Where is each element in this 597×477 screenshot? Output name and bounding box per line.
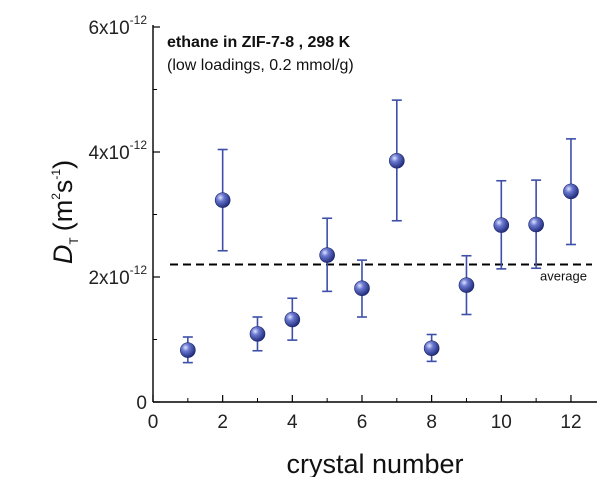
x-tick-label: 8 <box>426 412 437 433</box>
data-point <box>354 259 370 318</box>
y-axis-subscript: T <box>67 237 81 245</box>
x-tick-label: 6 <box>357 412 368 433</box>
x-axis-title: crystal number <box>286 449 463 477</box>
y-tick-label-exponent: -12 <box>130 13 148 27</box>
point-marker <box>214 192 231 208</box>
y-tick-label-exponent: -12 <box>130 138 148 152</box>
y-tick-label: 6x10-12 <box>88 13 147 39</box>
y-tick-label-base: 2x10 <box>88 268 129 289</box>
chart-subtitle: (low loadings, 0.2 mmol/g) <box>167 57 354 74</box>
y-tick-label: 0 <box>136 393 147 414</box>
y-tick-label-base: 6x10 <box>88 18 129 39</box>
y-axis-title: DT (m2s-1) <box>48 160 81 264</box>
point-marker <box>563 183 579 200</box>
point-marker <box>284 311 301 328</box>
data-point <box>319 217 335 293</box>
y-tick-label-exponent: -12 <box>130 263 148 277</box>
y-axis-unit-mid: s <box>48 180 78 194</box>
x-tick-label: 4 <box>287 412 298 433</box>
y-tick-label-base: 4x10 <box>88 143 129 164</box>
x-axis-ticks: 0 2 4 6 8 10 12 <box>148 395 582 433</box>
data-point <box>563 138 579 246</box>
y-tick-label: 2x10-12 <box>88 263 147 289</box>
data-point <box>528 179 544 270</box>
point-marker <box>180 342 196 358</box>
data-point <box>214 148 231 252</box>
x-tick-label: 2 <box>217 412 228 433</box>
point-marker <box>423 340 440 357</box>
y-tick-label-base: 0 <box>136 393 147 414</box>
data-point <box>458 254 475 316</box>
data-point <box>423 333 440 363</box>
data-point <box>493 179 510 270</box>
data-points <box>180 99 579 364</box>
svg-text:DT(m2s-1): DT (m2s-1) <box>48 160 81 264</box>
y-axis-unit-sup1: 2 <box>49 193 63 200</box>
average-label: average <box>540 269 587 284</box>
point-marker <box>528 216 544 233</box>
y-tick-label: 4x10-12 <box>88 138 147 164</box>
point-marker <box>389 152 405 169</box>
data-point <box>249 316 266 352</box>
y-axis-unit-sup2: -1 <box>49 169 63 180</box>
x-tick-label: 0 <box>148 412 159 433</box>
y-axis-unit-open: (m <box>48 200 78 231</box>
point-marker <box>249 326 266 342</box>
y-axis-unit-close: ) <box>48 160 78 169</box>
data-point <box>389 99 405 222</box>
point-marker <box>319 247 335 263</box>
data-point <box>180 336 196 364</box>
point-marker <box>493 217 510 233</box>
y-axis-symbol: D <box>48 245 78 265</box>
data-point <box>284 297 301 341</box>
point-marker <box>458 277 475 293</box>
chart-title: ethane in ZIF-7-8 , 298 K <box>167 34 351 51</box>
point-marker <box>354 280 370 297</box>
x-tick-label: 10 <box>491 412 512 433</box>
x-tick-label: 12 <box>560 412 581 433</box>
